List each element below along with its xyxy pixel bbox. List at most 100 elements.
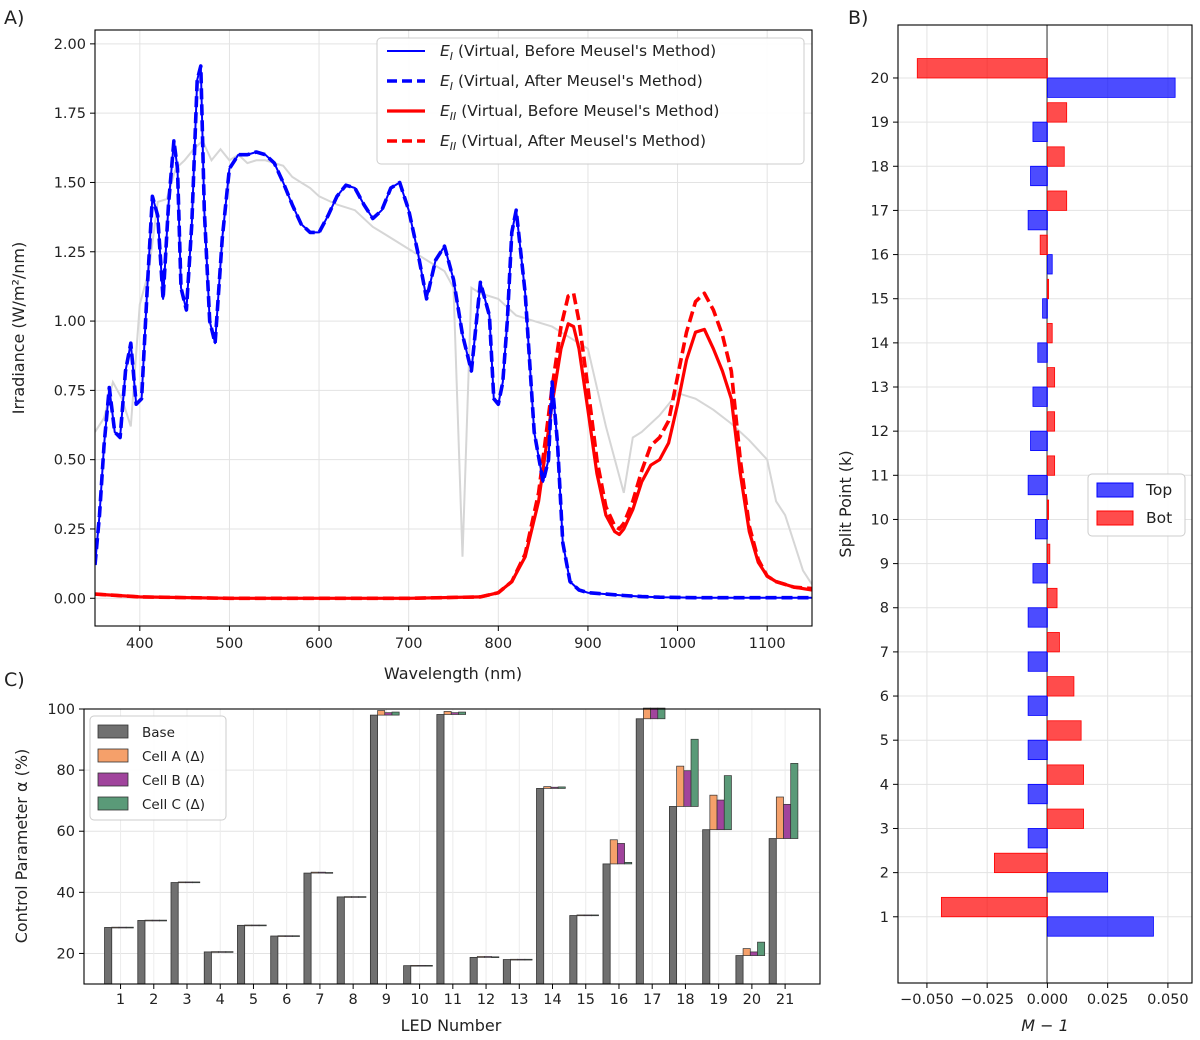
panel-a-legend-label: EII (Virtual, Before Meusel's Method) — [440, 102, 719, 123]
panel-c-legend-label: Cell A (Δ) — [142, 749, 205, 765]
panel-b-ytick-label: 15 — [871, 292, 889, 308]
panel-b-frame — [897, 24, 1193, 984]
panel-c-ytick-label: 20 — [57, 946, 75, 962]
panel-a-ytick-label: 0.75 — [54, 383, 86, 399]
panel-c-legend-label: Base — [142, 725, 175, 741]
panel-a-ytick-label: 2.00 — [54, 37, 86, 53]
panel-b-ytick-label: 7 — [880, 645, 889, 661]
panel-c-bar-cell-a — [277, 935, 286, 937]
panel-c-xtick-label: 20 — [743, 992, 761, 1008]
panel-b-ytick-label: 4 — [880, 777, 889, 793]
panel-c-bar-cell-b — [517, 958, 526, 961]
panel-b-bar-bot — [1047, 808, 1084, 829]
panel-b-ytick-label: 11 — [871, 468, 889, 484]
panel-c-bar-base — [170, 882, 179, 985]
panel-c-ytick-label: 60 — [57, 824, 75, 840]
panel-c-bar-cell-c — [690, 738, 699, 807]
panel-c-bar-cell-c — [557, 786, 566, 789]
panel-a-ticks: 400 500 600 700 800 900 1000 1100 0.00 0.25 0.50 0.… — [54, 37, 786, 652]
panel-b-label: B) — [848, 7, 868, 29]
panel-b-bar-bot — [1047, 676, 1075, 697]
panel-c-xtick-label: 8 — [349, 992, 358, 1008]
panel-c-bar-cell-c — [159, 919, 167, 922]
panel-c-bar-base — [303, 872, 312, 985]
panel-c-bar-cell-b — [185, 881, 193, 884]
panel-a-xtick-label: 900 — [574, 636, 602, 652]
panel-c-bar-cell-c — [291, 935, 300, 937]
panel-c-xtick-label: 12 — [477, 992, 495, 1008]
panel-c-bar-cell-c — [590, 914, 599, 917]
panel-c-bar-base — [436, 714, 445, 985]
panel-b-legend-swatch — [1096, 482, 1134, 498]
panel-a-legend-label: EI (Virtual, Before Meusel's Method) — [440, 42, 716, 63]
panel-c-bar-cell-a — [476, 956, 485, 958]
panel-c-bar-base — [635, 718, 644, 985]
panel-c-bar-cell-b — [484, 956, 493, 958]
panel-c-bars — [104, 707, 799, 985]
panel-a-reference-line — [95, 139, 812, 585]
panel-c-xtick-label: 15 — [577, 992, 595, 1008]
panel-c-bar-cell-c — [125, 926, 134, 929]
panel-c-bar-base — [569, 915, 578, 985]
panel-b-bar-top — [1037, 342, 1048, 363]
panel-b-bar-top — [1047, 916, 1154, 937]
panel-c-bar-cell-c — [192, 881, 201, 884]
panel-c-ytick-label: 100 — [47, 702, 75, 718]
panel-c-legend-swatch — [97, 748, 129, 763]
panel-b-bar-top — [1034, 519, 1048, 540]
panel-a-xtick-label: 1100 — [749, 636, 786, 652]
panel-b-bar-top — [1027, 783, 1048, 805]
panel-c-bar-cell-c — [491, 956, 500, 958]
panel-a-ytick-label: 1.25 — [54, 245, 86, 261]
panel-a-xtick-label: 1000 — [659, 636, 696, 652]
panel-b-bar-bot — [1047, 720, 1082, 741]
panel-c-xtick-label: 1 — [116, 992, 125, 1008]
panel-b-bar-top — [1027, 695, 1048, 716]
panel-c-bar-cell-a — [510, 958, 519, 961]
panel-c-bar-cell-c — [391, 711, 400, 716]
panel-c-xtick-label: 4 — [216, 992, 225, 1008]
panel-c-xlabel: LED Number — [401, 1016, 502, 1035]
panel-a-ytick-label: 1.50 — [54, 175, 86, 191]
panel-c-bar-cell-a — [709, 794, 718, 831]
panel-c-bar-cell-a — [144, 919, 153, 922]
panel-b-ytick-label: 8 — [880, 601, 889, 617]
panel-b-legend-label: Top — [1145, 481, 1172, 499]
panel-c-bar-cell-b — [118, 926, 127, 929]
panel-b-xtick-label: 0.050 — [1147, 992, 1189, 1008]
panel-b-ytick-label: 12 — [871, 424, 889, 440]
panel-c-bar-base — [768, 838, 777, 985]
panel-b-ytick-label: 1 — [880, 910, 889, 926]
panel-c-bar-cell-b — [650, 707, 659, 720]
panel-c-xtick-label: 2 — [149, 992, 158, 1008]
panel-c-xtick-label: 18 — [676, 992, 694, 1008]
panel-b-bar-top — [1027, 828, 1048, 849]
panel-c-ytick-label: 80 — [57, 763, 75, 779]
panel-b-ytick-label: 13 — [871, 380, 889, 396]
panel-a-legend-label: EI (Virtual, After Meusel's Method) — [440, 72, 703, 93]
panel-c-legend-entries: Base Cell A (Δ) Cell B (Δ) Cell C (Δ) — [97, 724, 205, 813]
panel-a-xlabel: Wavelength (nm) — [384, 664, 522, 683]
panel-c-bar-cell-b — [783, 803, 792, 839]
panel-b-bar-top — [1027, 474, 1048, 496]
panel-c-bar-cell-b — [317, 871, 326, 874]
panel-c-bar-cell-a — [676, 765, 685, 807]
panel-b-bar-top — [1032, 563, 1048, 584]
panel-c-bar-cell-b — [716, 799, 725, 831]
panel-b-ytick-label: 10 — [871, 512, 889, 528]
panel-c-bar-cell-a — [576, 914, 585, 917]
panel-b-ytick-label: 6 — [880, 689, 889, 705]
panel-c-bar-cell-c — [723, 775, 732, 831]
panel-c-xtick-label: 6 — [282, 992, 291, 1008]
panel-a-ytick-label: 1.75 — [54, 106, 86, 122]
panel-b-bar-bot — [1047, 455, 1056, 476]
panel-b-bar-bot — [1047, 102, 1068, 123]
panel-b-bar-bot — [1047, 499, 1050, 520]
panel-c-legend-label: Cell B (Δ) — [142, 773, 205, 789]
panel-b-bar-top — [1042, 298, 1048, 319]
panel-c-bar-cell-a — [343, 896, 352, 898]
panel-b-ticks: −0.050 −0.025 0.000 0.025 0.0501234567891011… — [871, 71, 1189, 1008]
